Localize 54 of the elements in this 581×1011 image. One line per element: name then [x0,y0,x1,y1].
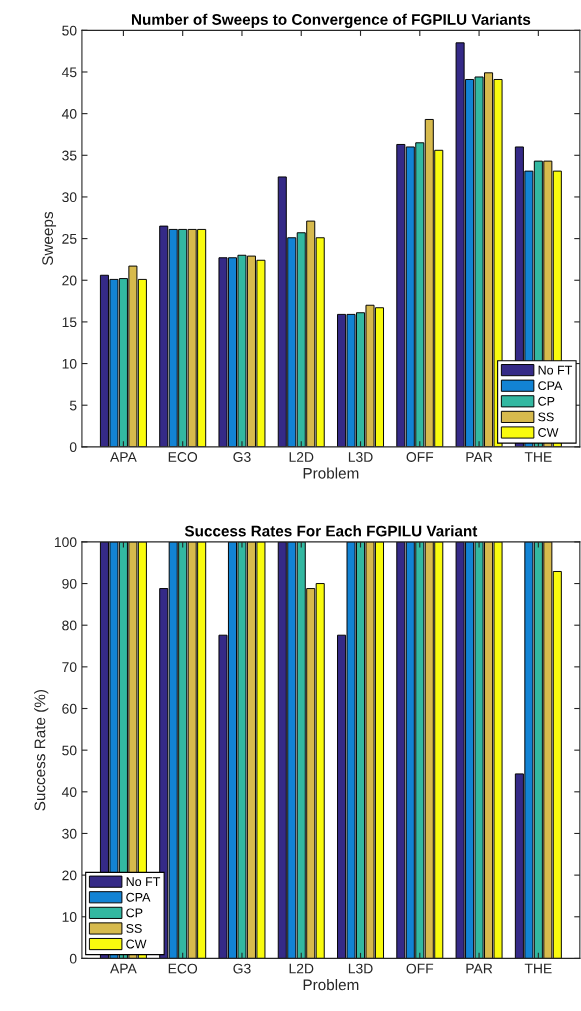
x-axis-title: Problem [303,467,359,479]
chart-title: Success Rates For Each FGPILU Variant [184,525,478,537]
x-tick-label: G3 [233,963,251,974]
legend-label: CW [126,939,147,949]
x-tick-label: L2D [289,452,314,462]
y-tick-label: 45 [61,67,77,78]
y-tick-label: 10 [62,912,77,922]
y-tick-label: 25 [62,233,77,244]
legend-label: CP [126,908,143,918]
y-axis-title: Sweeps [42,211,57,266]
x-tick-label: THE [524,963,552,974]
legend-label: SS [126,924,142,933]
chart-title: Number of Sweeps to Convergence of FGPILU Variants [131,13,531,29]
x-tick-label: ECO [168,452,198,462]
x-tick-label: APA [110,452,137,462]
x-tick-label: PAR [466,963,493,974]
y-tick-label: 35 [62,150,77,161]
y-tick-label: 100 [54,537,77,548]
y-tick-label: 40 [61,108,77,119]
y-tick-label: 30 [62,828,77,839]
x-tick-label: APA [110,963,137,974]
x-tick-label: G3 [233,452,251,462]
y-tick-label: 10 [62,358,77,369]
x-tick-label: L3D [348,963,373,974]
y-tick-label: 30 [62,192,77,203]
y-tick-label: 50 [62,745,77,756]
x-tick-label: THE [524,452,552,462]
x-tick-label: OFF [406,452,434,462]
x-tick-label: OFF [406,963,434,974]
legend-label: CPA [126,892,151,902]
legend-label: No FT [538,365,573,375]
x-tick-label: PAR [466,452,493,462]
y-tick-label: 15 [62,317,77,328]
y-tick-label: 50 [62,25,77,36]
y-tick-label: 60 [62,703,77,714]
legend-label: CP [538,396,555,406]
x-tick-label: L2D [289,963,314,974]
y-tick-label: 20 [62,275,77,286]
y-tick-label: 20 [62,870,77,881]
y-tick-label: 70 [62,662,77,673]
x-axis-title: Problem [303,979,359,991]
x-tick-label: L3D [348,452,373,462]
y-tick-label: 40 [61,787,77,797]
y-tick-label: 0 [69,442,77,453]
legend-label: CW [538,428,559,437]
y-tick-label: 80 [62,620,77,631]
legend-label: No FT [126,877,161,887]
y-tick-label: 5 [69,400,77,411]
y-tick-label: 90 [62,578,77,589]
y-tick-label: 0 [69,953,77,964]
x-tick-label: ECO [168,963,198,974]
legend-label: SS [538,412,554,422]
legend-label: CPA [538,381,563,391]
y-axis-title: Success Rate (%) [34,689,49,811]
